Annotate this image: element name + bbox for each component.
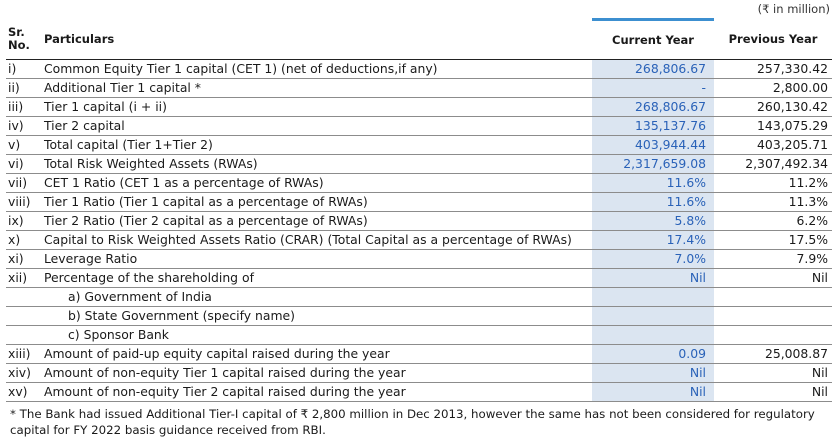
row-particulars: Total capital (Tier 1+Tier 2) [40, 135, 592, 155]
header-previous-year: Previous Year [714, 19, 832, 60]
row-sr-no: xii) [6, 268, 40, 288]
table-header-row: Sr. No. Particulars Current Year Previou… [6, 18, 832, 60]
row-previous-year-value: 2,800.00 [714, 78, 832, 98]
row-current-year-value: 11.6% [592, 192, 714, 212]
row-previous-year-value: 260,130.42 [714, 97, 832, 117]
row-sr-no: x) [6, 230, 40, 250]
row-sr-no: xv) [6, 382, 40, 402]
unit-note: (₹ in million) [757, 2, 830, 16]
row-previous-year-value: 6.2% [714, 211, 832, 231]
row-previous-year-value: 11.2% [714, 173, 832, 193]
row-particulars: Leverage Ratio [40, 249, 592, 269]
row-current-year-value [592, 325, 714, 345]
row-sr-no: ii) [6, 78, 40, 98]
row-particulars: Amount of non-equity Tier 2 capital rais… [40, 382, 592, 402]
row-current-year-value [592, 287, 714, 307]
row-particulars: c) Sponsor Bank [40, 325, 592, 345]
row-sr-no: ix) [6, 211, 40, 231]
row-current-year-value: 403,944.44 [592, 135, 714, 155]
row-current-year-value: 2,317,659.08 [592, 154, 714, 174]
row-previous-year-value: Nil [714, 382, 832, 402]
row-sr-no: xiii) [6, 344, 40, 364]
row-current-year-value: 5.8% [592, 211, 714, 231]
row-previous-year-value: 7.9% [714, 249, 832, 269]
row-particulars: Tier 1 capital (i + ii) [40, 97, 592, 117]
row-current-year-value [592, 306, 714, 326]
row-current-year-value: 11.6% [592, 173, 714, 193]
row-particulars: Amount of non-equity Tier 1 capital rais… [40, 363, 592, 383]
table-row: i) Common Equity Tier 1 capital (CET 1) (… [6, 59, 832, 79]
row-particulars: Tier 2 Ratio (Tier 2 capital as a percen… [40, 211, 592, 231]
row-sr-no [6, 325, 40, 345]
row-particulars: Additional Tier 1 capital * [40, 78, 592, 98]
row-particulars: Capital to Risk Weighted Assets Ratio (C… [40, 230, 592, 250]
row-sr-no [6, 287, 40, 307]
row-current-year-value: Nil [592, 268, 714, 288]
header-particulars: Particulars [40, 19, 592, 60]
row-previous-year-value: 143,075.29 [714, 116, 832, 136]
table-row: xii) Percentage of the shareholding of Nil… [6, 268, 832, 288]
capital-adequacy-table: Sr. No. Particulars Current Year Previou… [6, 18, 832, 402]
header-sr-no: Sr. No. [6, 19, 40, 60]
row-previous-year-value: Nil [714, 363, 832, 383]
row-sr-no: iii) [6, 97, 40, 117]
row-sr-no: xiv) [6, 363, 40, 383]
row-current-year-value: 0.09 [592, 344, 714, 364]
table-row: vi) Total Risk Weighted Assets (RWAs) 2,31… [6, 154, 832, 174]
table-body: i) Common Equity Tier 1 capital (CET 1) (… [6, 59, 832, 402]
table-row: b) State Government (specify name) [6, 306, 832, 326]
row-previous-year-value: 25,008.87 [714, 344, 832, 364]
table-row: ix) Tier 2 Ratio (Tier 2 capital as a per… [6, 211, 832, 231]
row-particulars: Total Risk Weighted Assets (RWAs) [40, 154, 592, 174]
table-row: viii) Tier 1 Ratio (Tier 1 capital as a p… [6, 192, 832, 212]
footnote: * The Bank had issued Additional Tier-I … [10, 407, 815, 437]
row-current-year-value: 268,806.67 [592, 97, 714, 117]
row-previous-year-value: 11.3% [714, 192, 832, 212]
row-previous-year-value [714, 325, 832, 345]
row-particulars: CET 1 Ratio (CET 1 as a percentage of RW… [40, 173, 592, 193]
row-sr-no [6, 306, 40, 326]
row-sr-no: vii) [6, 173, 40, 193]
row-current-year-value: Nil [592, 363, 714, 383]
header-current-year: Current Year [592, 18, 714, 60]
table-row: iii) Tier 1 capital (i + ii) 268,806.67 260… [6, 97, 832, 117]
row-previous-year-value [714, 287, 832, 307]
row-current-year-value: 268,806.67 [592, 59, 714, 79]
row-particulars: a) Government of India [40, 287, 592, 307]
table-row: xiii) Amount of paid-up equity capital ra… [6, 344, 832, 364]
table-row: a) Government of India [6, 287, 832, 307]
row-previous-year-value: 257,330.42 [714, 59, 832, 79]
table-row: xiv) Amount of non-equity Tier 1 capital … [6, 363, 832, 383]
row-particulars: Amount of paid-up equity capital raised … [40, 344, 592, 364]
row-previous-year-value: 2,307,492.34 [714, 154, 832, 174]
table-row: vii) CET 1 Ratio (CET 1 as a percentage o… [6, 173, 832, 193]
row-current-year-value: - [592, 78, 714, 98]
row-previous-year-value: Nil [714, 268, 832, 288]
table-row: x) Capital to Risk Weighted Assets Ratio … [6, 230, 832, 250]
table-row: ii) Additional Tier 1 capital * -2,800.00 [6, 78, 832, 98]
table-row: xv) Amount of non-equity Tier 2 capital r… [6, 382, 832, 402]
row-sr-no: v) [6, 135, 40, 155]
row-particulars: Percentage of the shareholding of [40, 268, 592, 288]
row-current-year-value: 135,137.76 [592, 116, 714, 136]
table-row: v) Total capital (Tier 1+Tier 2) 403,944.4… [6, 135, 832, 155]
row-current-year-value: 7.0% [592, 249, 714, 269]
row-previous-year-value: 17.5% [714, 230, 832, 250]
row-particulars: Common Equity Tier 1 capital (CET 1) (ne… [40, 59, 592, 79]
row-previous-year-value: 403,205.71 [714, 135, 832, 155]
row-sr-no: iv) [6, 116, 40, 136]
row-particulars: Tier 1 Ratio (Tier 1 capital as a percen… [40, 192, 592, 212]
row-sr-no: xi) [6, 249, 40, 269]
row-current-year-value: Nil [592, 382, 714, 402]
row-particulars: Tier 2 capital [40, 116, 592, 136]
row-current-year-value: 17.4% [592, 230, 714, 250]
row-sr-no: i) [6, 59, 40, 79]
table-row: xi) Leverage Ratio 7.0% 7.9% [6, 249, 832, 269]
row-previous-year-value [714, 306, 832, 326]
row-sr-no: vi) [6, 154, 40, 174]
row-particulars: b) State Government (specify name) [40, 306, 592, 326]
table-row: iv) Tier 2 capital 135,137.76 143,075.29 [6, 116, 832, 136]
row-sr-no: viii) [6, 192, 40, 212]
table-row: c) Sponsor Bank [6, 325, 832, 345]
